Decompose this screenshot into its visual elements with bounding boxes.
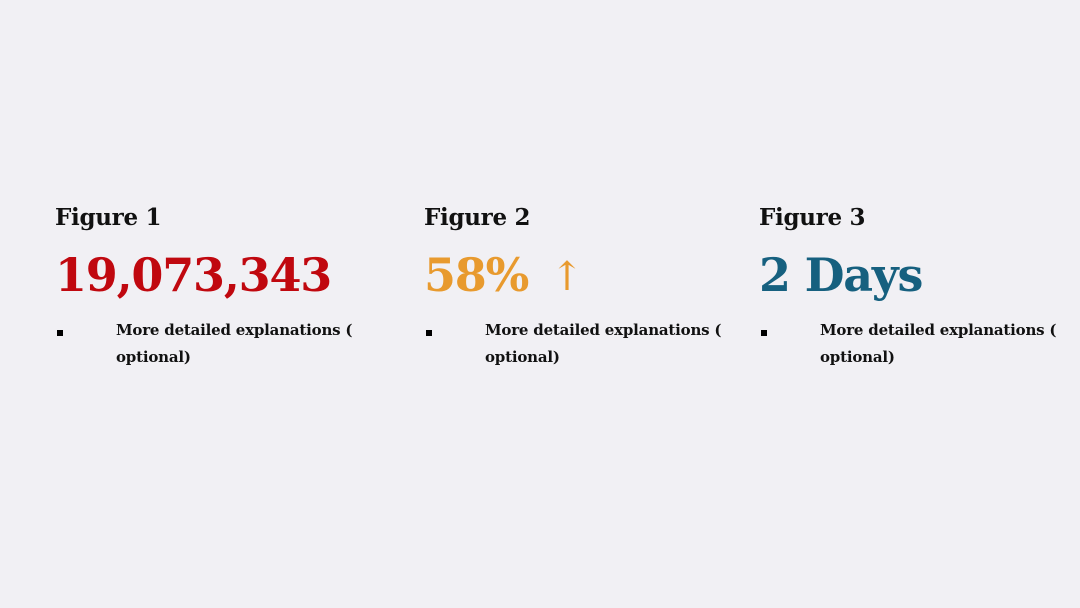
up-arrow-icon: ↑ [550,254,584,300]
figure-card-1: Figure 1 19,073,343 More detailed explan… [55,200,375,383]
square-bullet-icon [57,330,63,336]
figure-card-3: Figure 3 2 Days More detailed explanatio… [759,200,1079,383]
bullet-text: More detailed explanations ( optional) [820,321,1057,366]
figure-value: 19,073,343 [55,247,375,303]
bullet-text: More detailed explanations ( optional) [485,321,722,366]
figure-value-number: 2 Days [759,248,923,302]
square-bullet-icon [426,330,432,336]
figure-value: 58% ↑ [424,247,744,303]
bullet-item: More detailed explanations ( optional) [759,321,1079,383]
figure-title: Figure 1 [55,204,162,231]
bullet-item: More detailed explanations ( optional) [424,321,744,383]
figure-value: 2 Days [759,247,1079,303]
bullet-item: More detailed explanations ( optional) [55,321,375,383]
figure-value-number: 19,073,343 [55,248,332,302]
figure-title: Figure 3 [759,204,866,231]
figure-value-number: 58% [424,248,529,302]
bullet-text: More detailed explanations ( optional) [116,321,353,366]
square-bullet-icon [761,330,767,336]
figure-title: Figure 2 [424,204,531,231]
figure-card-2: Figure 2 58% ↑ More detailed explanations… [424,200,744,383]
